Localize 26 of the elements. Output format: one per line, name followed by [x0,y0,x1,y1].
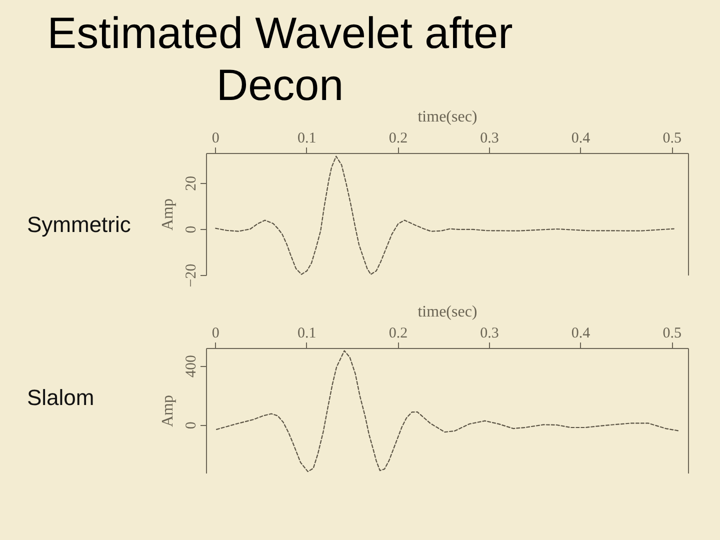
x-tick-label: 0.5 [662,326,682,342]
x-tick-label: 0.1 [298,326,316,342]
x-tick-label: 0.4 [571,326,591,342]
x-tick-label: 0.5 [662,130,682,146]
line-series [216,350,680,472]
text: Slalom [26,384,94,412]
y-tick-label: 0 [184,422,200,430]
chart-title: Estimated Wavelet after Decon [47,9,513,110]
y-tick-label: 400 [184,355,200,378]
text: Symmetric [26,211,131,239]
x-tick-label: 0.2 [388,326,408,342]
y-axis-title: Amp [160,198,176,230]
x-tick-label: 0.2 [388,130,408,146]
x-tick-label: 0 [212,130,220,146]
y-axis-title: Amp [160,395,176,427]
x-tick-label: 0.3 [480,326,499,342]
x-axis-title: time(sec) [418,108,478,126]
y-tick-label: 20 [184,176,200,191]
x-tick-label: 0 [212,326,220,342]
x-tick-label: 0.3 [480,130,499,146]
y-tick-label: −20 [184,264,200,288]
line-series [215,156,674,275]
x-axis-title: time(sec) [418,304,478,320]
y-tick-label: 0 [184,226,200,234]
x-tick-label: 0.1 [298,130,316,146]
x-tick-label: 0.4 [571,130,591,146]
